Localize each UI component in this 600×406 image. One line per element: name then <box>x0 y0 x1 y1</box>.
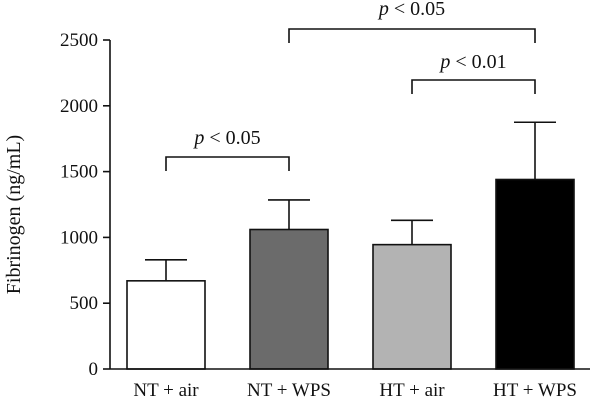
significance-label: p < 0.05 <box>377 0 445 20</box>
p-threshold: < 0.05 <box>389 0 445 20</box>
significance-bracket <box>165 156 290 171</box>
p-symbol: p <box>192 127 204 149</box>
p-threshold: < 0.05 <box>204 127 260 149</box>
significance-bracket <box>411 79 536 94</box>
significance-label: p < 0.05 <box>192 127 260 149</box>
significance-label: p < 0.01 <box>438 51 506 73</box>
x-axis: NT + air NT + WPS HT + air HT + WPS <box>110 368 590 401</box>
bar-1 <box>126 280 206 370</box>
x-tick-label: NT + air <box>133 380 199 401</box>
x-tick-label: HT + WPS <box>493 380 577 401</box>
bar-4 <box>495 178 575 370</box>
y-tick-label: 2500 <box>60 30 98 51</box>
x-tick-label: NT + WPS <box>247 380 331 401</box>
p-threshold: < 0.01 <box>450 51 506 73</box>
bars <box>126 178 575 370</box>
error-bars <box>145 121 556 281</box>
p-symbol: p <box>377 0 389 20</box>
significance-brackets: p < 0.05p < 0.01p < 0.05 <box>165 0 536 171</box>
y-tick-label: 2000 <box>60 96 98 117</box>
y-axis: 0 500 1000 1500 2000 2500 <box>60 30 111 380</box>
y-tick-label: 1000 <box>60 227 98 248</box>
y-axis-title: Fibrinogen (ng/mL) <box>3 135 25 294</box>
p-symbol: p <box>438 51 450 73</box>
significance-bracket <box>288 28 536 43</box>
bar-3 <box>372 243 452 370</box>
bar-2 <box>249 228 329 370</box>
y-tick-label: 500 <box>70 293 99 314</box>
y-tick-label: 0 <box>89 359 99 380</box>
y-tick-label: 1500 <box>60 162 98 183</box>
x-tick-label: HT + air <box>379 380 445 401</box>
